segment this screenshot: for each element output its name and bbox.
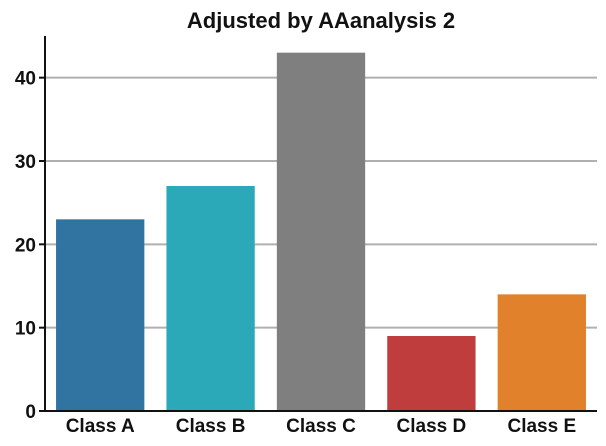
y-tick-label: 30 [15, 152, 36, 173]
bars [56, 52, 586, 412]
bar-class-b [166, 186, 255, 411]
bar-class-c [276, 52, 366, 412]
bar-class-e [497, 294, 586, 411]
x-axis-ticks: Class A Class B Class C Class D Class E [66, 416, 576, 437]
x-tick-label: Class C [286, 416, 356, 437]
y-axis-ticks: 0 10 20 30 40 [15, 69, 45, 423]
y-tick-label: 0 [25, 402, 36, 423]
y-tick-label: 20 [15, 235, 36, 256]
x-tick-label: Class A [66, 416, 135, 437]
x-tick-label: Class D [397, 416, 467, 437]
x-tick-label: Class E [507, 416, 576, 437]
bar-class-a [56, 219, 145, 411]
y-tick-label: 10 [15, 319, 36, 340]
bar-class-d [387, 336, 476, 411]
x-tick-label: Class B [176, 416, 246, 437]
y-tick-label: 40 [15, 69, 36, 90]
chart-title: Adjusted by AAanalysis 2 [187, 8, 455, 33]
